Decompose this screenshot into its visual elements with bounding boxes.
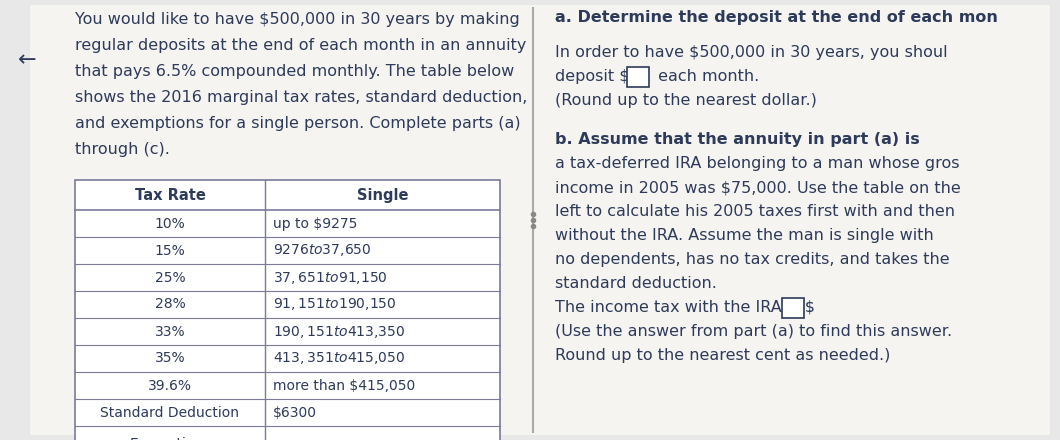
- Text: deposit $: deposit $: [555, 69, 630, 84]
- Text: Round up to the nearest cent as needed.): Round up to the nearest cent as needed.): [555, 348, 890, 363]
- Text: more than $415,050: more than $415,050: [273, 378, 416, 392]
- Text: b. Assume that the annuity in part (a) is: b. Assume that the annuity in part (a) i…: [555, 132, 920, 147]
- Text: regular deposits at the end of each month in an annuity: regular deposits at the end of each mont…: [75, 38, 527, 53]
- Text: $190,151 to $413,350: $190,151 to $413,350: [273, 323, 405, 340]
- Bar: [628, 67, 649, 87]
- Text: Standard Deduction: Standard Deduction: [101, 406, 240, 419]
- Text: left to calculate his 2005 taxes first with and then: left to calculate his 2005 taxes first w…: [555, 204, 955, 219]
- Text: a tax-deferred IRA belonging to a man whose gros: a tax-deferred IRA belonging to a man wh…: [555, 156, 959, 171]
- Text: Exemptions
(per person): Exemptions (per person): [127, 437, 213, 440]
- Text: 28%: 28%: [155, 297, 186, 312]
- Text: shows the 2016 marginal tax rates, standard deduction,: shows the 2016 marginal tax rates, stand…: [75, 90, 528, 105]
- Text: Tax Rate: Tax Rate: [135, 187, 206, 202]
- Text: The income tax with the IRA is $: The income tax with the IRA is $: [555, 300, 815, 315]
- Text: that pays 6.5% compounded monthly. The table below: that pays 6.5% compounded monthly. The t…: [75, 64, 514, 79]
- Text: You would like to have $500,000 in 30 years by making: You would like to have $500,000 in 30 ye…: [75, 12, 519, 27]
- Text: $6300: $6300: [273, 406, 317, 419]
- Text: 25%: 25%: [155, 271, 186, 285]
- Text: .: .: [806, 300, 811, 315]
- Text: Single: Single: [357, 187, 408, 202]
- Text: each month.: each month.: [653, 69, 759, 84]
- Text: In order to have $500,000 in 30 years, you shoul: In order to have $500,000 in 30 years, y…: [555, 45, 948, 60]
- Text: $9276 to $37,650: $9276 to $37,650: [273, 242, 371, 258]
- Text: 33%: 33%: [155, 324, 186, 338]
- Text: up to $9275: up to $9275: [273, 216, 357, 231]
- Text: standard deduction.: standard deduction.: [555, 276, 717, 291]
- Text: a. Determine the deposit at the end of each mon: a. Determine the deposit at the end of e…: [555, 10, 997, 25]
- Text: no dependents, has no tax credits, and takes the: no dependents, has no tax credits, and t…: [555, 252, 950, 267]
- Text: (Round up to the nearest dollar.): (Round up to the nearest dollar.): [555, 93, 817, 108]
- Text: ←: ←: [18, 50, 37, 70]
- Text: $413,351 to $415,050: $413,351 to $415,050: [273, 351, 405, 367]
- Bar: [782, 298, 803, 318]
- Text: income in 2005 was $75,000. Use the table on the: income in 2005 was $75,000. Use the tabl…: [555, 180, 960, 195]
- Bar: [75, 180, 500, 440]
- Text: 39.6%: 39.6%: [148, 378, 192, 392]
- Text: 15%: 15%: [155, 243, 186, 257]
- Text: (Use the answer from part (a) to find this answer.: (Use the answer from part (a) to find th…: [555, 324, 952, 339]
- Text: $91,151 to $190,150: $91,151 to $190,150: [273, 297, 396, 312]
- Text: without the IRA. Assume the man is single with: without the IRA. Assume the man is singl…: [555, 228, 934, 243]
- Text: and exemptions for a single person. Complete parts (a): and exemptions for a single person. Comp…: [75, 116, 520, 131]
- Text: 10%: 10%: [155, 216, 186, 231]
- Text: $37,651 to $91,150: $37,651 to $91,150: [273, 269, 388, 286]
- Text: through (c).: through (c).: [75, 142, 170, 157]
- Text: 35%: 35%: [155, 352, 186, 366]
